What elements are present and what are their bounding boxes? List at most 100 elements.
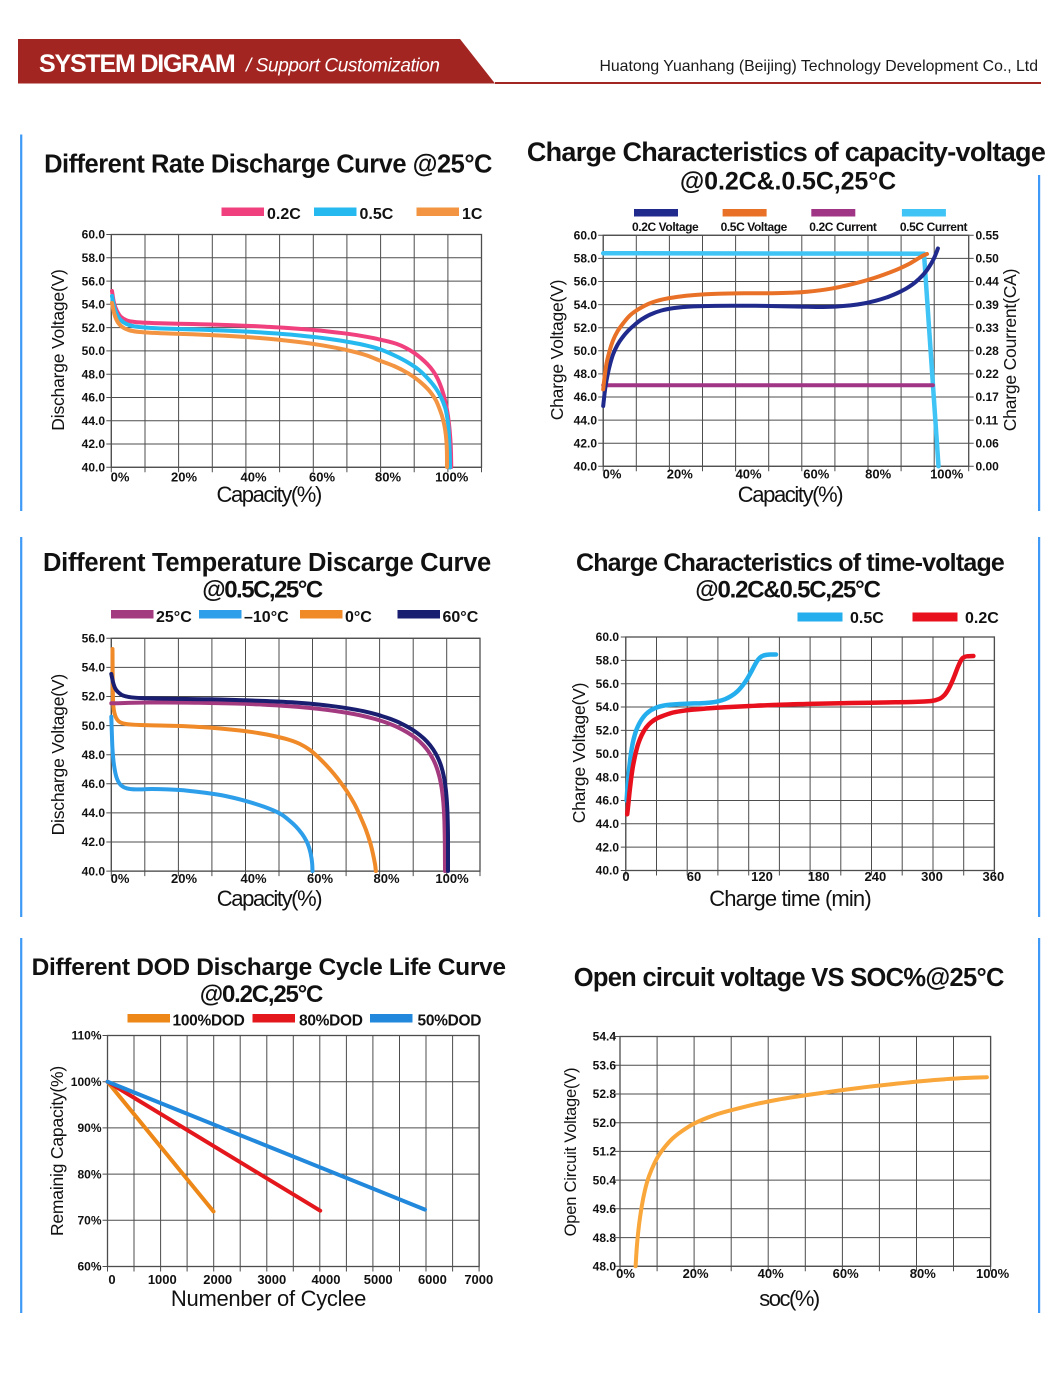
svg-text:25°C: 25°C bbox=[156, 609, 192, 626]
svg-text:50.4: 50.4 bbox=[593, 1173, 617, 1187]
svg-text:0.2C: 0.2C bbox=[267, 206, 301, 223]
svg-text:Different Temperature Discarge: Different Temperature Discarge Curve bbox=[43, 549, 491, 577]
svg-text:52.0: 52.0 bbox=[82, 690, 106, 704]
svg-text:100%: 100% bbox=[435, 470, 469, 485]
svg-text:300: 300 bbox=[921, 869, 943, 884]
svg-text:120: 120 bbox=[751, 869, 773, 884]
svg-text:100%DOD: 100%DOD bbox=[173, 1013, 245, 1030]
svg-text:48.0: 48.0 bbox=[82, 367, 106, 381]
svg-text:0.39: 0.39 bbox=[976, 298, 1000, 312]
svg-text:40%: 40% bbox=[758, 1266, 784, 1281]
svg-text:52.0: 52.0 bbox=[574, 321, 598, 335]
svg-text:54.0: 54.0 bbox=[596, 700, 620, 714]
svg-text:/ Support Customization: / Support Customization bbox=[244, 56, 440, 77]
svg-text:1C: 1C bbox=[462, 206, 483, 223]
svg-text:60%: 60% bbox=[77, 1260, 101, 1274]
svg-text:60.0: 60.0 bbox=[574, 229, 598, 243]
svg-text:70%: 70% bbox=[77, 1214, 101, 1228]
svg-text:0.50: 0.50 bbox=[976, 252, 1000, 266]
svg-text:46.0: 46.0 bbox=[82, 391, 106, 405]
svg-text:80%: 80% bbox=[865, 466, 891, 481]
svg-text:Charge Voltage(V): Charge Voltage(V) bbox=[547, 280, 567, 421]
svg-text:50.0: 50.0 bbox=[82, 719, 106, 733]
svg-text:46.0: 46.0 bbox=[596, 794, 620, 808]
svg-text:Different Rate Discharge Curve: Different Rate Discharge Curve @25°C bbox=[44, 151, 492, 179]
svg-text:Open Circuit Voltage(V): Open Circuit Voltage(V) bbox=[562, 1068, 580, 1237]
svg-text:0.2C Current: 0.2C Current bbox=[809, 220, 877, 234]
svg-text:0.5C: 0.5C bbox=[850, 610, 884, 627]
svg-text:20%: 20% bbox=[171, 470, 197, 485]
svg-text:0%: 0% bbox=[616, 1266, 635, 1281]
svg-text:Charge Courrent(CA): Charge Courrent(CA) bbox=[1000, 269, 1020, 432]
svg-text:60: 60 bbox=[687, 869, 701, 884]
svg-text:0.11: 0.11 bbox=[976, 413, 999, 427]
svg-text:0.17: 0.17 bbox=[976, 390, 1000, 404]
svg-text:52.0: 52.0 bbox=[596, 724, 620, 738]
svg-text:@0.2C,25°C: @0.2C,25°C bbox=[200, 981, 323, 1008]
svg-text:6000: 6000 bbox=[418, 1272, 447, 1287]
svg-text:0%: 0% bbox=[111, 871, 130, 886]
svg-text:Charge Characteristics of time: Charge Characteristics of time-voltage bbox=[576, 549, 1005, 577]
svg-text:0.5C: 0.5C bbox=[360, 206, 394, 223]
svg-text:180: 180 bbox=[808, 869, 830, 884]
svg-text:0.28: 0.28 bbox=[976, 344, 1000, 358]
svg-text:3000: 3000 bbox=[257, 1272, 286, 1287]
svg-text:0.55: 0.55 bbox=[976, 229, 1000, 243]
svg-text:42.0: 42.0 bbox=[82, 835, 106, 849]
svg-text:44.0: 44.0 bbox=[596, 817, 620, 831]
svg-text:0%: 0% bbox=[111, 470, 130, 485]
svg-text:54.0: 54.0 bbox=[82, 298, 106, 312]
svg-text:46.0: 46.0 bbox=[574, 390, 598, 404]
svg-text:40.0: 40.0 bbox=[82, 461, 106, 475]
svg-text:Remainig Capacity(%): Remainig Capacity(%) bbox=[47, 1066, 67, 1236]
svg-text:SYSTEM DIGRAM: SYSTEM DIGRAM bbox=[39, 50, 235, 78]
svg-text:0.44: 0.44 bbox=[976, 275, 1000, 289]
svg-text:80%: 80% bbox=[910, 1266, 936, 1281]
svg-text:50.0: 50.0 bbox=[596, 747, 620, 761]
svg-text:60%: 60% bbox=[803, 466, 829, 481]
svg-text:20%: 20% bbox=[683, 1266, 709, 1281]
svg-text:52.8: 52.8 bbox=[593, 1087, 617, 1101]
svg-text:56.0: 56.0 bbox=[574, 275, 598, 289]
svg-text:40%: 40% bbox=[240, 871, 266, 886]
svg-text:50.0: 50.0 bbox=[82, 344, 106, 358]
svg-text:7000: 7000 bbox=[464, 1272, 493, 1287]
svg-text:@0.5C,25°C: @0.5C,25°C bbox=[202, 577, 323, 604]
svg-text:54.4: 54.4 bbox=[593, 1030, 617, 1044]
svg-text:Huatong Yuanhang (Beijing) Tec: Huatong Yuanhang (Beijing) Technology De… bbox=[599, 58, 1038, 75]
svg-text:40.0: 40.0 bbox=[82, 864, 106, 878]
svg-text:44.0: 44.0 bbox=[82, 414, 106, 428]
svg-text:80%: 80% bbox=[375, 470, 401, 485]
svg-text:58.0: 58.0 bbox=[574, 252, 598, 266]
svg-text:53.6: 53.6 bbox=[593, 1058, 617, 1072]
svg-text:Capacity(%): Capacity(%) bbox=[738, 482, 842, 507]
svg-text:56.0: 56.0 bbox=[82, 632, 106, 646]
svg-text:Open circuit voltage VS SOC%@2: Open circuit voltage VS SOC%@25°C bbox=[574, 964, 1004, 992]
svg-text:48.0: 48.0 bbox=[596, 770, 620, 784]
svg-text:110%: 110% bbox=[71, 1029, 101, 1043]
svg-text:Charge time (min): Charge time (min) bbox=[709, 886, 871, 911]
svg-text:54.0: 54.0 bbox=[574, 298, 598, 312]
svg-text:50%DOD: 50%DOD bbox=[418, 1013, 482, 1030]
svg-text:60%: 60% bbox=[307, 871, 333, 886]
svg-text:48.0: 48.0 bbox=[593, 1260, 617, 1274]
svg-text:50.0: 50.0 bbox=[574, 344, 598, 358]
svg-text:0.33: 0.33 bbox=[976, 321, 1000, 335]
svg-text:40.0: 40.0 bbox=[574, 460, 598, 474]
svg-text:60.0: 60.0 bbox=[596, 630, 620, 644]
svg-text:48.0: 48.0 bbox=[574, 367, 598, 381]
svg-text:51.2: 51.2 bbox=[593, 1145, 617, 1159]
svg-text:0.5C Current: 0.5C Current bbox=[900, 220, 968, 234]
svg-text:0.5C Voltage: 0.5C Voltage bbox=[721, 220, 788, 234]
svg-text:80%: 80% bbox=[373, 871, 399, 886]
svg-text:Capacity(%): Capacity(%) bbox=[217, 886, 321, 911]
svg-text:42.0: 42.0 bbox=[596, 840, 620, 854]
svg-text:46.0: 46.0 bbox=[82, 777, 106, 791]
svg-text:40%: 40% bbox=[736, 466, 762, 481]
svg-text:–10°C: –10°C bbox=[244, 609, 289, 626]
svg-text:4000: 4000 bbox=[312, 1272, 341, 1287]
svg-text:42.0: 42.0 bbox=[82, 437, 106, 451]
svg-text:48.0: 48.0 bbox=[82, 748, 106, 762]
svg-text:44.0: 44.0 bbox=[82, 806, 106, 820]
svg-text:20%: 20% bbox=[667, 466, 693, 481]
